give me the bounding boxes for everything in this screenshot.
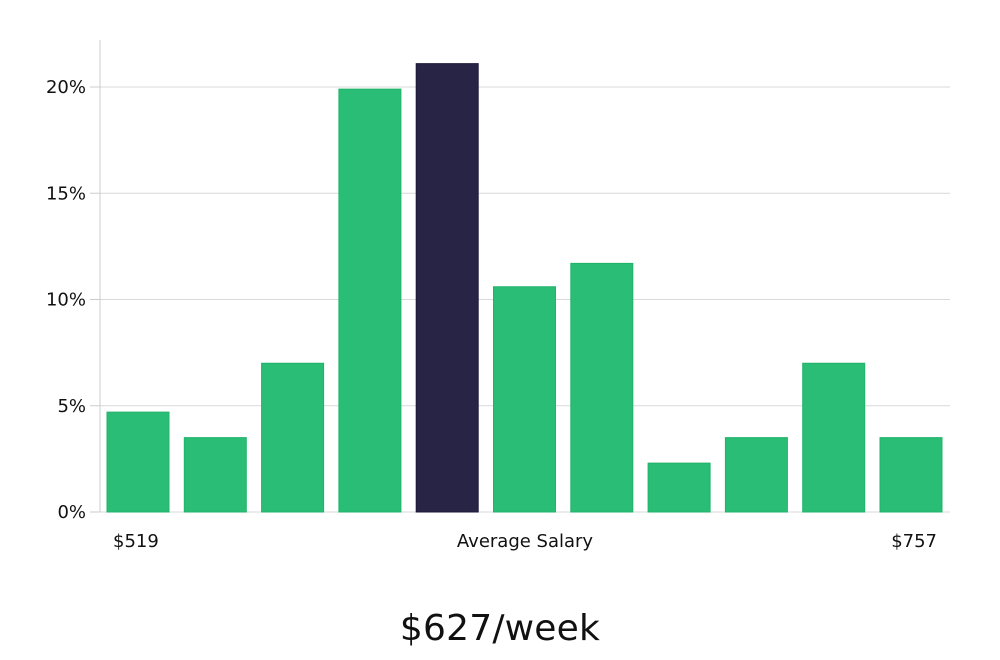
bar bbox=[647, 462, 711, 513]
y-tick-label: 20% bbox=[46, 77, 86, 98]
bar bbox=[802, 362, 866, 513]
average-salary-headline: $627/week bbox=[399, 608, 601, 649]
x-label-max: $757 bbox=[891, 531, 937, 552]
y-tick-label: 10% bbox=[46, 290, 86, 311]
bar bbox=[106, 411, 170, 513]
bar bbox=[570, 262, 634, 513]
bar bbox=[261, 362, 325, 513]
bar bbox=[183, 437, 247, 513]
bar bbox=[724, 437, 788, 513]
y-tick-label: 0% bbox=[57, 502, 86, 523]
x-label-center: Average Salary bbox=[457, 531, 594, 552]
bar-highlight bbox=[415, 63, 479, 513]
x-label-min: $519 bbox=[113, 531, 159, 552]
bar bbox=[493, 286, 556, 513]
bar bbox=[338, 88, 402, 513]
y-tick-label: 5% bbox=[57, 396, 86, 417]
y-tick-label: 15% bbox=[46, 183, 86, 204]
chart-canvas: 0% 5% 10% 15% 20% $519 Average Salary $757 bbox=[46, 40, 950, 552]
bar bbox=[879, 437, 943, 513]
